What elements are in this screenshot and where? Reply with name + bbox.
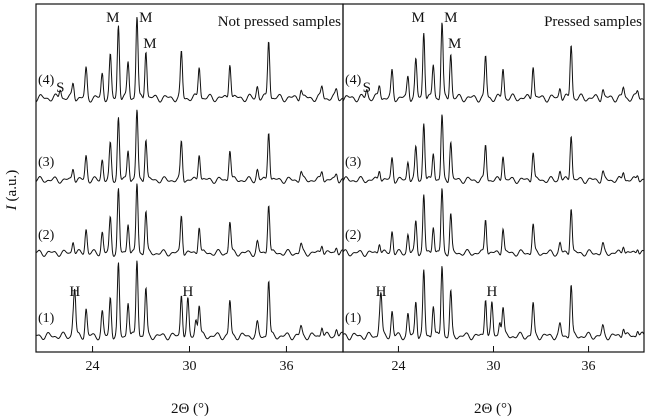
x-tick-label: 36 — [582, 359, 596, 374]
peak-annotation: H — [486, 284, 497, 300]
trace-label: (3) — [38, 155, 55, 170]
peak-annotation: M — [106, 10, 119, 26]
y-axis-label-rest: (a.u.) — [4, 170, 20, 205]
x-tick-label: 30 — [183, 359, 197, 374]
traces-pressed — [342, 22, 645, 341]
trace-labels-not-pressed: (4) (3) (2) (1) — [38, 73, 55, 326]
x-tick-label: 24 — [86, 359, 100, 374]
trace-label: (1) — [38, 311, 55, 326]
xrd-trace — [35, 17, 344, 103]
peak-annotation: M — [448, 36, 461, 52]
panel-title-pressed: Pressed samples — [544, 14, 642, 30]
svg-text:I (a.u.): I (a.u.) — [4, 170, 20, 211]
x-axis-label-not-pressed: 2Θ (°) — [171, 401, 209, 417]
trace-label: (4) — [38, 73, 55, 88]
peak-annotation: H — [376, 284, 387, 300]
panel-title-not-pressed: Not pressed samples — [218, 14, 341, 30]
peak-annotation: H — [182, 284, 193, 300]
traces-not-pressed — [35, 17, 344, 341]
x-ticks-pressed: 24 30 36 — [391, 346, 596, 374]
peak-annotation: S — [363, 80, 371, 96]
xrd-trace — [342, 188, 645, 258]
peak-annotation: H — [69, 284, 80, 300]
xrd-trace — [342, 22, 645, 103]
peak-annotation: M — [139, 10, 152, 26]
xrd-trace — [342, 114, 645, 185]
y-axis-label: I (a.u.) — [4, 170, 20, 211]
peak-annotation: M — [412, 10, 425, 26]
x-tick-label: 24 — [391, 359, 405, 374]
xrd-trace — [35, 183, 344, 258]
xrd-trace — [342, 266, 645, 341]
xrd-trace — [35, 260, 344, 341]
peak-annotation: S — [56, 80, 64, 96]
x-axis-label-pressed: 2Θ (°) — [474, 401, 512, 417]
panel-not-pressed: Not pressed samples 2Θ (°) 24 30 36 (4) (3)… — [35, 3, 344, 417]
trace-label: (2) — [345, 228, 362, 243]
xrd-trace — [35, 109, 344, 184]
x-tick-label: 36 — [279, 359, 293, 374]
x-tick-label: 30 — [487, 359, 501, 374]
trace-label: (3) — [345, 155, 362, 170]
x-ticks-not-pressed: 24 30 36 — [86, 346, 293, 374]
peak-annotation: M — [444, 10, 457, 26]
trace-labels-pressed: (4) (3) (2) (1) — [345, 73, 362, 326]
trace-label: (4) — [345, 73, 362, 88]
peak-annotation: M — [143, 36, 156, 52]
trace-label: (2) — [38, 228, 55, 243]
panel-pressed: Pressed samples 2Θ (°) 24 30 36 (4)(3)(2)(… — [342, 3, 645, 417]
trace-label: (1) — [345, 311, 362, 326]
y-axis-label-italic: I — [4, 204, 20, 211]
